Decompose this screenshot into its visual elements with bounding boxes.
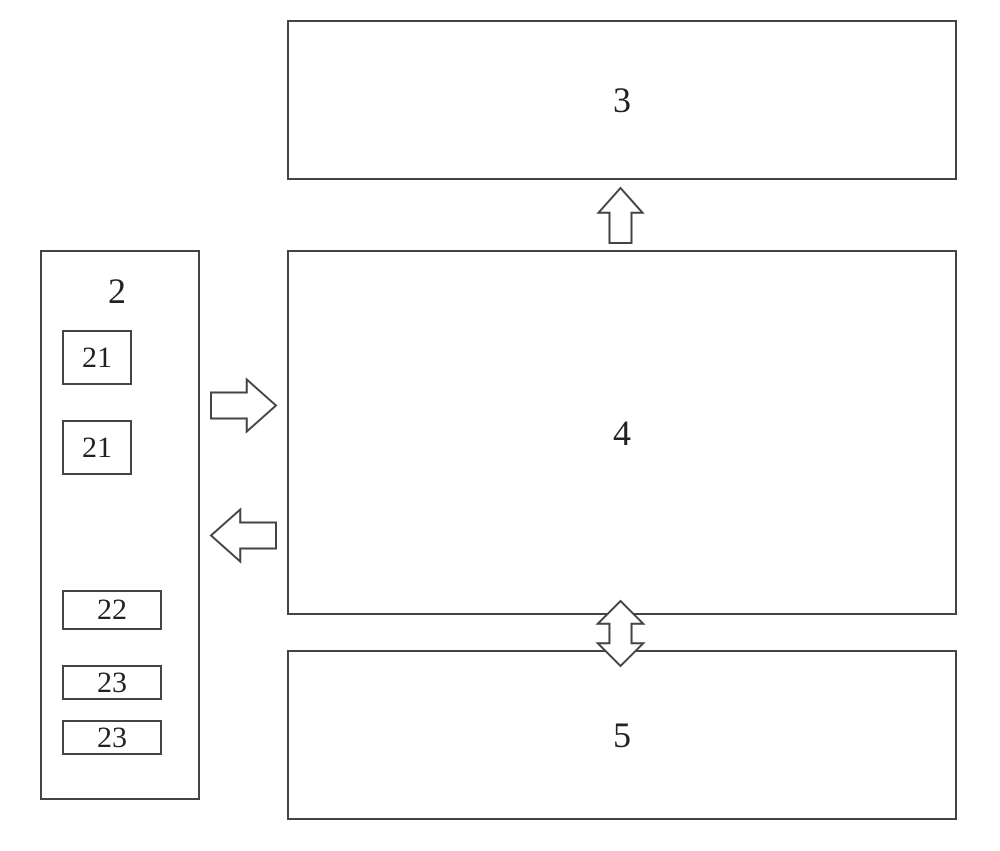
arrow-right-icon (211, 373, 276, 438)
inner-23-3-label: 23 (97, 666, 127, 700)
block-3-label: 3 (613, 79, 631, 121)
block-4-label: 4 (613, 412, 631, 454)
block-5-label: 5 (613, 714, 631, 756)
inner-22-2-box: 22 (62, 590, 162, 630)
arrow-left-icon (211, 503, 276, 568)
block-4-box: 4 (287, 250, 957, 615)
inner-21-1-label: 21 (82, 431, 112, 465)
inner-23-4-box: 23 (62, 720, 162, 755)
arrow-updown-icon (588, 601, 653, 666)
block-3-box: 3 (287, 20, 957, 180)
inner-23-4-label: 23 (97, 721, 127, 755)
inner-23-3-box: 23 (62, 665, 162, 700)
block-5-box: 5 (287, 650, 957, 820)
inner-21-1-box: 21 (62, 420, 132, 475)
inner-21-0-box: 21 (62, 330, 132, 385)
inner-22-2-label: 22 (97, 593, 127, 627)
arrow-up-icon (593, 188, 648, 243)
diagram-canvas: 3 4 5 2 21 21 22 23 23 (0, 0, 1000, 851)
inner-21-0-label: 21 (82, 341, 112, 375)
block-2-label: 2 (108, 270, 126, 312)
